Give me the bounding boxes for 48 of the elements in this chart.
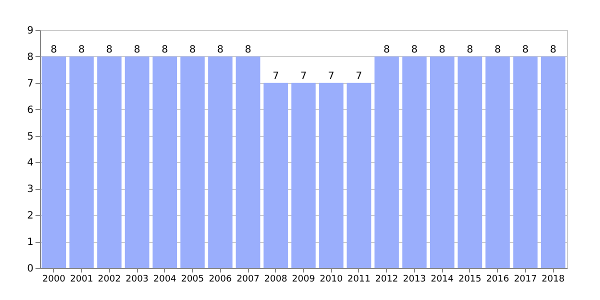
x-tick-label: 2008 <box>264 274 288 284</box>
y-tick-label: 2 <box>27 210 34 222</box>
data-label: 8 <box>50 44 58 56</box>
x-tick-label: 2006 <box>208 274 232 284</box>
data-label: 8 <box>106 44 113 56</box>
x-tick-label: 2000 <box>42 274 66 284</box>
data-label: 8 <box>162 44 168 56</box>
data-label: 8 <box>78 44 85 56</box>
y-tick-label: 7 <box>27 78 34 90</box>
x-tick-label: 2003 <box>126 274 149 284</box>
y-tick-label: 1 <box>27 237 34 248</box>
data-label: 8 <box>244 44 252 56</box>
data-label: 8 <box>438 44 446 56</box>
data-label: 8 <box>384 44 390 56</box>
data-label: 8 <box>494 44 501 56</box>
data-label: 8 <box>189 44 196 56</box>
data-label: 8 <box>411 44 418 56</box>
data-label: 8 <box>522 44 529 56</box>
y-tick-label: 8 <box>27 52 34 63</box>
x-tick-label: 2018 <box>542 274 565 284</box>
data-label: 7 <box>328 70 334 82</box>
data-label: 8 <box>466 44 474 56</box>
x-tick-label: 2015 <box>458 274 482 284</box>
y-tick-label: 9 <box>27 26 34 36</box>
x-tick-label: 2011 <box>348 274 370 284</box>
data-label: 8 <box>217 44 224 56</box>
x-tick-label: 2013 <box>402 274 426 284</box>
x-tick-label: 2007 <box>236 274 260 284</box>
x-tick-label: 2004 <box>153 274 177 284</box>
x-tick-label: 2005 <box>181 274 204 284</box>
data-label: 8 <box>134 44 140 56</box>
x-tick-label: 2014 <box>430 274 454 284</box>
y-tick-label: 0 <box>27 264 34 274</box>
y-tick-label: 3 <box>27 184 34 196</box>
x-tick-label: 2001 <box>70 274 94 284</box>
y-tick-label: 6 <box>27 104 34 116</box>
x-tick-label: 2010 <box>320 274 343 284</box>
x-tick-label: 2002 <box>98 274 121 284</box>
data-label: 7 <box>300 70 307 82</box>
x-tick-label: 2016 <box>486 274 510 284</box>
data-label: 7 <box>272 70 279 82</box>
x-tick-label: 2009 <box>292 274 316 284</box>
data-label: 8 <box>550 44 556 56</box>
y-tick-label: 5 <box>27 131 34 142</box>
x-tick-label: 2017 <box>514 274 537 284</box>
y-tick-label: 4 <box>27 158 34 169</box>
data-label: 7 <box>356 70 362 82</box>
x-tick-label: 2012 <box>375 274 398 284</box>
